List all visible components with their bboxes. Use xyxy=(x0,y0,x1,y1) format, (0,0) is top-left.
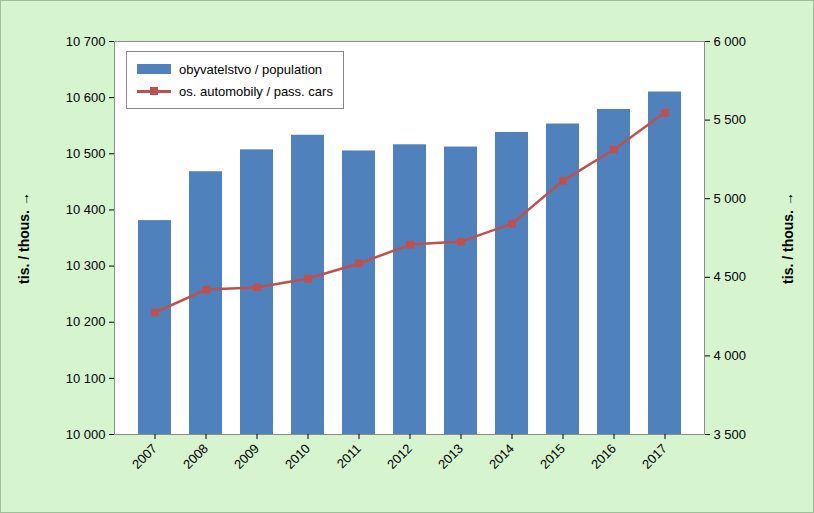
html-text:obyvatelstvo / population: obyvatelstvo / population xyxy=(179,61,323,77)
svg-text:2008: 2008 xyxy=(180,441,211,472)
svg-text:2016: 2016 xyxy=(588,441,619,472)
svg-text:10 000: 10 000 xyxy=(66,427,106,442)
svg-text:2009: 2009 xyxy=(231,441,262,472)
html-text:os. automobily / pass. cars: os. automobily / pass. cars xyxy=(179,83,333,99)
svg-text:4 000: 4 000 xyxy=(714,348,747,363)
svg-text:2007: 2007 xyxy=(129,441,160,472)
svg-text:10 200: 10 200 xyxy=(66,314,106,329)
svg-text:5 000: 5 000 xyxy=(714,191,747,206)
svg-text:10 600: 10 600 xyxy=(66,90,106,105)
svg-text:2015: 2015 xyxy=(537,441,568,472)
svg-text:2012: 2012 xyxy=(384,441,415,472)
svg-text:tis. / thous. →: tis. / thous. → xyxy=(16,192,32,284)
svg-text:10 500: 10 500 xyxy=(66,146,106,161)
svg-text:3 500: 3 500 xyxy=(714,427,747,442)
svg-text:2011: 2011 xyxy=(334,441,364,471)
svg-text:2014: 2014 xyxy=(486,441,517,472)
svg-text:tis. / thous. →: tis. / thous. → xyxy=(780,192,796,284)
svg-text:6 000: 6 000 xyxy=(714,34,747,49)
svg-text:2017: 2017 xyxy=(639,441,670,472)
svg-text:10 100: 10 100 xyxy=(66,371,106,386)
svg-text:10 300: 10 300 xyxy=(66,258,106,273)
svg-text:2013: 2013 xyxy=(435,441,466,472)
svg-text:10 400: 10 400 xyxy=(66,202,106,217)
svg-text:10 700: 10 700 xyxy=(66,34,106,49)
svg-text:2010: 2010 xyxy=(282,441,313,472)
svg-text:4 500: 4 500 xyxy=(714,269,747,284)
svg-text:5 500: 5 500 xyxy=(714,112,747,127)
